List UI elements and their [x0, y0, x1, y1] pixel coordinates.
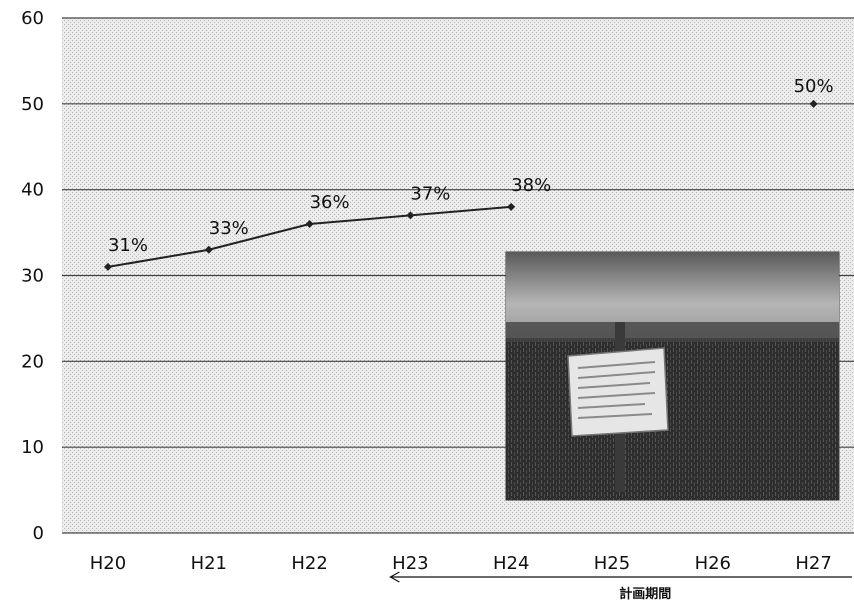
y-tick-label: 0: [33, 523, 44, 544]
y-axis-ticks: 0 10 20 30 40 50 60: [21, 8, 44, 544]
x-tick-label: H22: [291, 553, 327, 574]
data-point: [305, 220, 314, 228]
data-point: [104, 262, 112, 271]
data-point: [406, 211, 415, 220]
period-annotation: 計画期間: [389, 571, 852, 602]
target-point: [809, 99, 818, 108]
data-labels: 31% 33% 36% 37% 38% 50%: [108, 76, 834, 256]
inset-photo: [505, 251, 840, 501]
x-tick-label: H27: [795, 553, 831, 574]
data-point: [507, 202, 516, 211]
x-tick-label: H23: [392, 553, 428, 574]
data-point: [204, 245, 213, 254]
y-tick-label: 10: [21, 437, 44, 458]
x-tick-label: H25: [594, 553, 630, 574]
data-label: 36%: [310, 192, 350, 213]
data-label: 37%: [410, 183, 450, 204]
series-markers: [104, 99, 818, 271]
x-tick-label: H21: [191, 553, 227, 574]
y-tick-label: 60: [21, 8, 44, 29]
data-label: 31%: [108, 235, 148, 256]
data-label: 33%: [209, 218, 249, 239]
y-tick-label: 50: [21, 94, 44, 115]
x-tick-label: H24: [493, 553, 529, 574]
x-axis-ticks: H20 H21 H22 H23 H24 H25 H26 H27: [90, 553, 832, 574]
period-arrow-head: [389, 571, 400, 583]
y-tick-label: 20: [21, 351, 44, 372]
data-label: 38%: [511, 175, 551, 196]
period-label: 計画期間: [619, 586, 671, 602]
x-tick-label: H20: [90, 553, 126, 574]
y-tick-label: 40: [21, 180, 44, 201]
target-label: 50%: [794, 76, 834, 97]
grid-lines: [62, 17, 854, 534]
y-tick-label: 30: [21, 266, 44, 287]
x-tick-label: H26: [695, 553, 731, 574]
